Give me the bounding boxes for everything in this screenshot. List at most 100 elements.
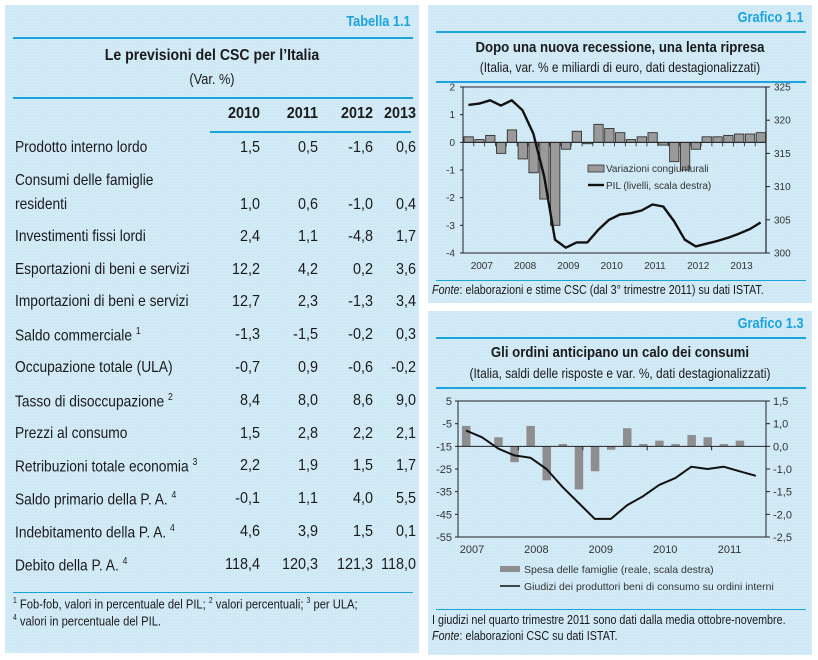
y-tick-label: -25 (436, 464, 452, 476)
y-tick-label-right: 315 (774, 149, 791, 160)
row-value: -0,2 (348, 326, 373, 344)
divider (436, 81, 806, 83)
bar (690, 141, 702, 150)
row-value: 2,2 (239, 457, 260, 475)
divider (436, 387, 806, 389)
chart-source: Fonte: elaborazioni e stime CSC (dal 3° … (432, 283, 764, 297)
x-tick-label: 2011 (644, 261, 666, 272)
row-label: Saldo commerciale 1 (15, 326, 141, 345)
bar (494, 437, 503, 447)
x-tick-label: 2008 (514, 261, 537, 272)
row-value: 0,3 (395, 326, 416, 344)
bar (647, 132, 658, 143)
row-value: 118,4 (225, 555, 260, 573)
y-tick-label: -35 (436, 487, 452, 499)
y-tick-label-right: 310 (774, 182, 791, 193)
row-value: 1,5 (352, 457, 373, 475)
row-value: 0,9 (297, 359, 318, 376)
bar (744, 133, 756, 143)
divider (210, 131, 411, 133)
row-value: -1,6 (348, 139, 373, 156)
bar (463, 136, 474, 143)
y-tick-label-right: 320 (774, 116, 791, 127)
row-label: Retribuzioni totale economia 3 (15, 457, 198, 476)
x-tick-label: 2008 (524, 544, 548, 556)
bar (593, 123, 604, 143)
divider (13, 37, 413, 39)
bar (496, 141, 507, 154)
row-value: 5,5 (395, 490, 416, 508)
year-header: 2010 (227, 105, 260, 122)
bar (510, 446, 519, 463)
y-tick-label: -4 (446, 249, 455, 260)
bar (517, 141, 528, 160)
row-value: 0,5 (297, 139, 318, 156)
bar (719, 444, 729, 447)
row-value: 0,4 (395, 195, 416, 213)
y-tick-label-right: -2,5 (773, 532, 792, 544)
y-tick-label: 5 (446, 396, 452, 408)
row-label: Saldo primario della P. A. 4 (15, 490, 177, 509)
row-value: 8,4 (239, 391, 260, 409)
row-value: 1,1 (297, 227, 318, 245)
divider (13, 97, 413, 99)
row-value: 3,4 (395, 293, 416, 311)
bar (560, 141, 572, 150)
row-value: 0,1 (395, 523, 416, 540)
row-value: 2,3 (297, 293, 318, 311)
row-value: -0,7 (235, 359, 260, 376)
y-tick-label: 1 (449, 110, 455, 121)
table-row: Occupazione totale (ULA) -0,7 0,9 -0,6 -0,2 (15, 359, 416, 391)
table-row: Prezzi al consumo 1,5 2,8 2,2 2,1 (15, 424, 416, 457)
row-value: 118,0 (381, 555, 416, 573)
bar (590, 446, 600, 472)
chart-source: Fonte: elaborazioni CSC su dati ISTAT. (432, 629, 618, 643)
y-tick-label: -15 (436, 441, 452, 453)
row-value: 1,0 (239, 195, 260, 213)
bar (526, 425, 535, 447)
year-header: 2012 (340, 105, 373, 122)
forecast-table-panel: Tabella 1.1 Le previsioni del CSC per l’… (5, 5, 419, 653)
chart-subtitle: (Italia, saldi delle risposte e var. %, … (469, 365, 771, 381)
legend-label: Spesa delle famiglie (reale, scala destr… (524, 564, 714, 576)
x-tick-label: 2007 (471, 261, 494, 272)
x-tick-label: 2009 (589, 544, 613, 556)
chart-tag: Grafico 1.3 (738, 315, 804, 332)
table-row: Esportazioni di beni e servizi 12,2 4,2 0,2… (15, 260, 416, 293)
y-tick-label-right: 325 (774, 83, 791, 94)
row-value: -0,6 (348, 359, 373, 376)
bar (636, 136, 647, 143)
row-value: 0,6 (297, 195, 318, 213)
row-label: Tasso di disoccupazione 2 (15, 391, 173, 411)
y-tick-label: -45 (436, 509, 452, 521)
table-row: Saldo commerciale 1 -1,3 -1,5 -0,2 0,3 (15, 326, 416, 358)
row-value: 0,6 (395, 139, 416, 156)
divider (436, 31, 806, 33)
bar (615, 132, 626, 143)
bar (606, 446, 616, 450)
row-value: 2,8 (297, 424, 318, 442)
divider (436, 337, 806, 339)
bar (639, 444, 648, 447)
year-header: 2013 (383, 105, 416, 122)
legend-label: Giudizi dei produttori beni di consumo s… (524, 581, 774, 593)
y-tick-label-right: 300 (774, 249, 791, 260)
row-value: 9,0 (395, 391, 416, 409)
bar (574, 446, 584, 490)
row-value: 3,9 (297, 523, 318, 540)
row-value: 12,2 (231, 260, 260, 278)
row-value: 1,7 (395, 457, 416, 475)
legend-label: PIL (livelli, scala destra) (606, 181, 711, 192)
y-tick-label: 2 (449, 83, 455, 94)
x-tick-label: 2010 (653, 544, 677, 556)
row-value: 8,6 (352, 391, 373, 409)
bar (571, 130, 582, 143)
table-subtitle: (Var. %) (189, 71, 235, 88)
row-value: 1,7 (395, 227, 416, 245)
legend-bar-swatch (500, 566, 520, 572)
chart-grafico-1-1: -4 -3 -2 -1 0 1 2 300 305 310 315 320 325 2007 2008 200… (446, 83, 791, 273)
bar (712, 136, 723, 143)
table-footnote: 4 valori in percentuale del PIL. (13, 613, 162, 629)
row-value: 0,2 (352, 260, 373, 278)
row-value: 1,5 (239, 139, 260, 156)
